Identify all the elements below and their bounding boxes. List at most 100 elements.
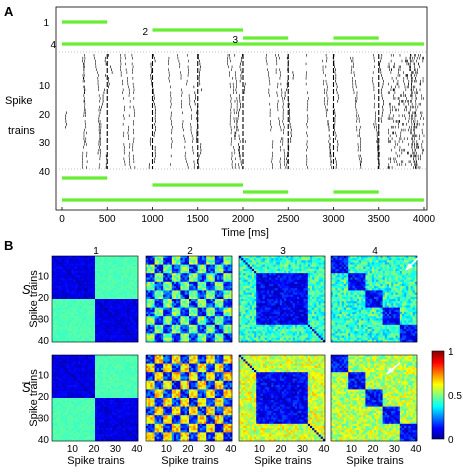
heatmap-cell: [241, 260, 243, 262]
heatmap-cell: [119, 327, 121, 329]
heatmap-cell: [63, 301, 65, 303]
heatmap-cell: [54, 290, 56, 292]
heatmap-cell: [157, 275, 159, 277]
heatmap-cell: [129, 336, 131, 338]
heatmap-cell: [254, 256, 256, 258]
heatmap-cell: [125, 278, 127, 280]
heatmap-cell: [250, 278, 252, 280]
heatmap-cell: [76, 336, 78, 338]
heatmap-cell: [245, 271, 247, 273]
heatmap-cell: [161, 278, 163, 280]
heatmap-cell: [198, 312, 200, 314]
heatmap-cell: [84, 258, 86, 260]
heatmap-cell: [129, 265, 131, 267]
heatmap-cell: [291, 275, 293, 277]
heatmap-cell: [243, 271, 245, 273]
heatmap-cell: [185, 297, 187, 299]
heatmap-cell: [168, 293, 170, 295]
heatmap-cell: [165, 299, 167, 301]
heatmap-cell: [84, 273, 86, 275]
heatmap-cell: [187, 262, 189, 264]
heatmap-cell: [170, 297, 172, 299]
heatmap-cell: [148, 284, 150, 286]
heatmap-cell: [213, 267, 215, 269]
heatmap-cell: [217, 314, 219, 316]
heatmap-cell: [195, 260, 197, 262]
heatmap-cell: [54, 258, 56, 260]
heatmap-cell: [219, 318, 221, 320]
heatmap-cell: [148, 265, 150, 267]
heatmap-cell: [134, 286, 136, 288]
heatmap-cell: [208, 329, 210, 331]
heatmap-cell: [157, 303, 159, 305]
heatmap-cell: [198, 262, 200, 264]
heatmap-cell: [108, 321, 110, 323]
heatmap-cell: [213, 314, 215, 316]
heatmap-cell: [291, 258, 293, 260]
raster-xtick-label: 2500: [277, 214, 300, 225]
heatmap-cell: [174, 327, 176, 329]
heatmap-cell: [226, 262, 228, 264]
heatmap-cell: [178, 321, 180, 323]
heatmap-cell: [223, 338, 225, 340]
heatmap-cell: [195, 336, 197, 338]
heatmap-cell: [211, 290, 213, 292]
heatmap-cell: [101, 314, 103, 316]
heatmap-cell: [223, 271, 225, 273]
heatmap-cell: [121, 318, 123, 320]
heatmap-cell: [123, 308, 125, 310]
heatmap-cell: [243, 278, 245, 280]
heatmap-cell: [265, 260, 267, 262]
heatmap-cell: [161, 269, 163, 271]
heatmap-cell: [52, 336, 54, 338]
heatmap-cell: [108, 265, 110, 267]
heatmap-cell: [301, 258, 303, 260]
heatmap-cell: [119, 290, 121, 292]
heatmap-cell: [269, 258, 271, 260]
heatmap-cell: [319, 267, 321, 269]
heatmap-cell: [127, 295, 129, 297]
heatmap-cell: [89, 262, 91, 264]
panel-b-letter: B: [4, 238, 13, 253]
heatmap-cell: [187, 299, 189, 301]
heatmap-cell: [71, 329, 73, 331]
heatmap-cell: [226, 327, 228, 329]
heatmap-cell: [170, 331, 172, 333]
heatmap-cell: [278, 273, 280, 275]
heatmap-cell: [208, 327, 210, 329]
heatmap-cell: [178, 273, 180, 275]
heatmap-cell: [125, 336, 127, 338]
heatmap-cell: [215, 297, 217, 299]
heatmap-cell: [56, 275, 58, 277]
heatmap-cell: [86, 282, 88, 284]
heatmap-cell: [202, 271, 204, 273]
heatmap-cell: [146, 318, 148, 320]
heatmap-cell: [95, 325, 97, 327]
heatmap-cell: [185, 284, 187, 286]
heatmap-cell: [172, 301, 174, 303]
heatmap-cell: [86, 280, 88, 282]
heatmap-cell: [221, 260, 223, 262]
heatmap-cell: [293, 262, 295, 264]
heatmap-cell: [165, 290, 167, 292]
heatmap-cell: [123, 305, 125, 307]
heatmap-cell: [204, 327, 206, 329]
heatmap-cell: [168, 310, 170, 312]
heatmap-cell: [295, 260, 297, 262]
heatmap-cell: [110, 256, 112, 258]
heatmap-cell: [208, 288, 210, 290]
panel-a-letter: A: [4, 4, 14, 19]
heatmap-cell: [293, 275, 295, 277]
heatmap-cell: [97, 295, 99, 297]
heatmap-cell: [78, 299, 80, 301]
heatmap-cell: [86, 265, 88, 267]
heatmap-cell: [215, 310, 217, 312]
heatmap-cell: [104, 284, 106, 286]
heatmap-cell: [165, 318, 167, 320]
heatmap-cell: [221, 338, 223, 340]
heatmap-cell: [148, 280, 150, 282]
heatmap-cell: [223, 333, 225, 335]
heatmap-cell: [152, 280, 154, 282]
heatmap-cell: [206, 273, 208, 275]
heatmap-cell: [223, 275, 225, 277]
